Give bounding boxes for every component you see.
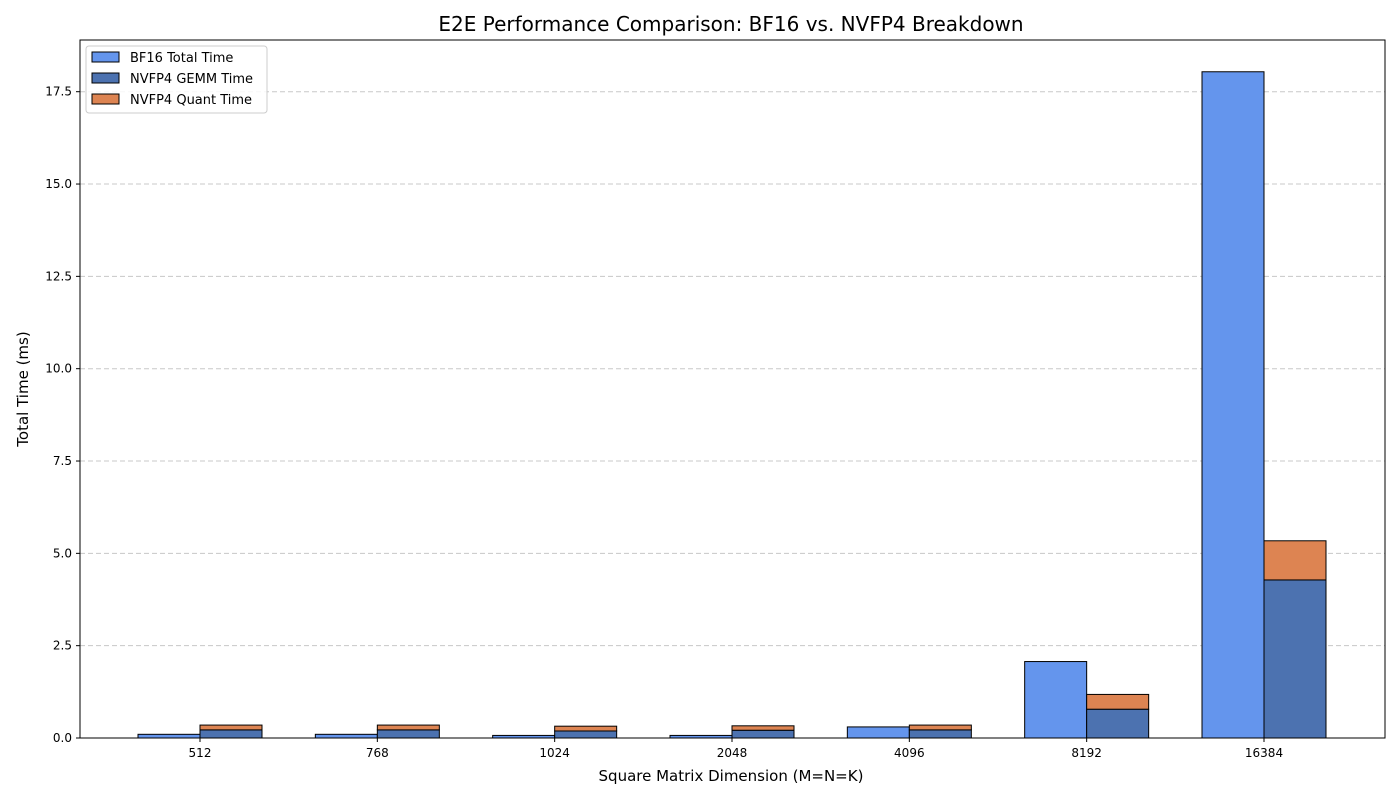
bar-nvfp4-quant <box>376 724 440 731</box>
category-group-4096 <box>846 724 972 739</box>
x-tick-label: 2048 <box>717 746 748 760</box>
legend-box <box>85 45 268 114</box>
bars <box>137 71 1327 739</box>
bar-nvfp4-gemm <box>1263 579 1327 739</box>
y-tick-label: 7.5 <box>53 454 72 468</box>
bar-bf16-total <box>137 733 201 739</box>
x-tick-label: 1024 <box>539 746 570 760</box>
plot-frame <box>79 39 1386 739</box>
legend-swatch-nvfp4-gemm <box>91 72 120 84</box>
x-tick-label: 16384 <box>1245 746 1283 760</box>
legend-label-nvfp4-gemm: NVFP4 GEMM Time <box>130 72 253 87</box>
category-group-8192 <box>1024 661 1150 739</box>
grid-lines <box>80 91 1385 647</box>
category-group-1024 <box>492 725 618 739</box>
bar-nvfp4-gemm <box>1086 708 1150 739</box>
x-tick-label: 4096 <box>894 746 925 760</box>
bar-nvfp4-gemm <box>554 730 618 739</box>
bar-nvfp4-gemm <box>908 729 972 739</box>
bar-nvfp4-gemm <box>731 729 795 739</box>
legend-swatch-bf16 <box>91 51 120 63</box>
category-group-2048 <box>669 725 795 739</box>
bar-bf16-total <box>314 733 378 739</box>
bar-nvfp4-gemm <box>376 729 440 739</box>
x-tick-label: 512 <box>189 746 212 760</box>
legend-swatch-nvfp4-quant <box>91 93 120 105</box>
bar-nvfp4-quant <box>554 725 618 732</box>
legend-item-nvfp4-quant: NVFP4 Quant Time <box>91 93 252 108</box>
legend-label-bf16: BF16 Total Time <box>130 51 233 66</box>
y-tick-label: 5.0 <box>53 546 72 560</box>
y-tick-label: 15.0 <box>45 177 72 191</box>
bar-nvfp4-quant <box>731 725 795 731</box>
category-group-768 <box>314 724 440 739</box>
y-tick-label: 0.0 <box>53 731 72 745</box>
category-group-16384 <box>1201 71 1327 739</box>
y-axis-label: Total Time (ms) <box>14 331 32 447</box>
x-tick-label: 768 <box>366 746 389 760</box>
legend: BF16 Total Time NVFP4 GEMM Time NVFP4 Qu… <box>85 45 268 114</box>
legend-label-nvfp4-quant: NVFP4 Quant Time <box>130 93 252 108</box>
bar-nvfp4-gemm <box>199 729 263 739</box>
bar-nvfp4-quant <box>1086 693 1150 710</box>
category-group-512 <box>137 724 263 739</box>
y-tick-label: 10.0 <box>45 362 72 376</box>
bar-bf16-total <box>1201 71 1265 739</box>
legend-item-nvfp4-gemm: NVFP4 GEMM Time <box>91 72 253 87</box>
bar-nvfp4-quant <box>199 724 263 731</box>
x-axis: 512 768 1024 2048 4096 8192 16384 <box>189 738 1283 760</box>
bar-nvfp4-quant <box>908 724 972 731</box>
bar-bf16-total <box>846 726 910 739</box>
x-tick-label: 8192 <box>1071 746 1102 760</box>
chart-title: E2E Performance Comparison: BF16 vs. NVF… <box>438 12 1023 36</box>
y-tick-label: 12.5 <box>45 269 72 283</box>
legend-item-bf16: BF16 Total Time <box>91 51 233 66</box>
x-axis-label: Square Matrix Dimension (M=N=K) <box>599 767 864 785</box>
bar-bf16-total <box>1024 661 1088 739</box>
y-tick-label: 17.5 <box>45 85 72 99</box>
y-axis: 0.0 2.5 5.0 7.5 10.0 12.5 15.0 17.5 <box>45 85 80 745</box>
y-tick-label: 2.5 <box>53 639 72 653</box>
bar-nvfp4-quant <box>1263 540 1327 581</box>
